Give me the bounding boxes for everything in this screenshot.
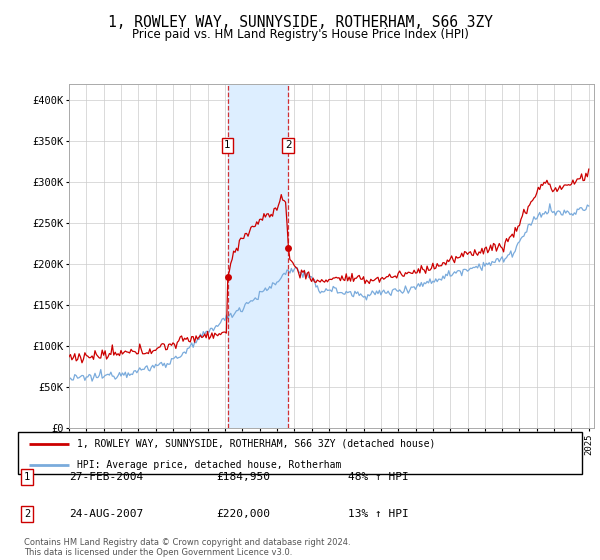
Text: 48% ↑ HPI: 48% ↑ HPI — [348, 472, 409, 482]
Text: 1, ROWLEY WAY, SUNNYSIDE, ROTHERHAM, S66 3ZY (detached house): 1, ROWLEY WAY, SUNNYSIDE, ROTHERHAM, S66… — [77, 438, 436, 449]
Text: 27-FEB-2004: 27-FEB-2004 — [69, 472, 143, 482]
Text: £184,950: £184,950 — [216, 472, 270, 482]
Text: 2: 2 — [24, 509, 30, 519]
Text: 1, ROWLEY WAY, SUNNYSIDE, ROTHERHAM, S66 3ZY: 1, ROWLEY WAY, SUNNYSIDE, ROTHERHAM, S66… — [107, 15, 493, 30]
Bar — [227, 84, 288, 428]
Text: 2: 2 — [285, 141, 292, 151]
Text: 13% ↑ HPI: 13% ↑ HPI — [348, 509, 409, 519]
Text: £220,000: £220,000 — [216, 509, 270, 519]
Text: 24-AUG-2007: 24-AUG-2007 — [69, 509, 143, 519]
Text: Price paid vs. HM Land Registry's House Price Index (HPI): Price paid vs. HM Land Registry's House … — [131, 28, 469, 41]
Text: 1: 1 — [24, 472, 30, 482]
Text: HPI: Average price, detached house, Rotherham: HPI: Average price, detached house, Roth… — [77, 460, 341, 470]
Text: Contains HM Land Registry data © Crown copyright and database right 2024.
This d: Contains HM Land Registry data © Crown c… — [24, 538, 350, 557]
Text: 1: 1 — [224, 141, 231, 151]
